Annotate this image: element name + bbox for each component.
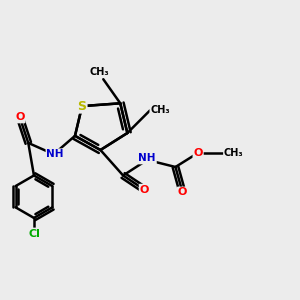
Text: CH₃: CH₃ <box>89 67 109 77</box>
Text: NH: NH <box>46 149 64 159</box>
Text: NH: NH <box>138 154 156 164</box>
Text: O: O <box>140 184 149 195</box>
Text: O: O <box>178 188 187 197</box>
Text: O: O <box>194 148 203 158</box>
Text: Cl: Cl <box>28 229 40 238</box>
Text: S: S <box>78 100 87 112</box>
Text: O: O <box>15 112 25 122</box>
Text: CH₃: CH₃ <box>150 105 170 116</box>
Text: CH₃: CH₃ <box>224 148 243 158</box>
